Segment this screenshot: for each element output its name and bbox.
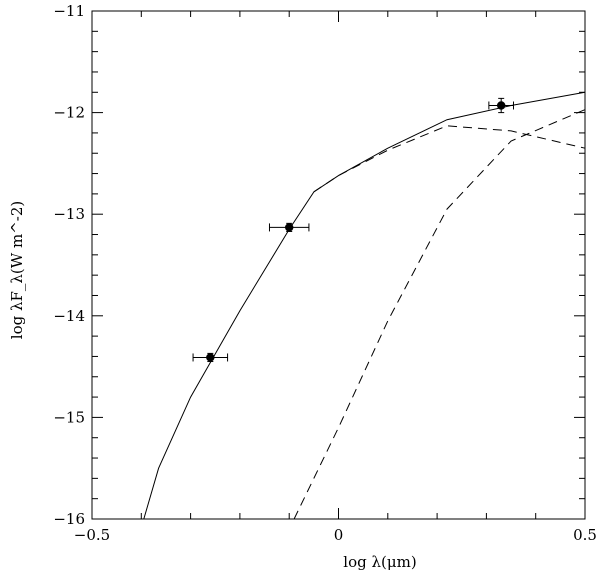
y-tick-label: −11 <box>53 2 85 20</box>
plot-frame <box>91 10 586 520</box>
data-point <box>285 223 294 232</box>
x-tick-label: 0.5 <box>573 526 597 544</box>
dashed-series-line-2 <box>293 109 586 520</box>
y-tick-label: −13 <box>53 205 85 223</box>
y-axis-label: log λF_λ(W m^-2) <box>8 201 26 339</box>
y-tick-label: −14 <box>53 307 85 325</box>
solid-series-line <box>143 91 586 520</box>
axis-ticks <box>91 10 586 520</box>
y-tick-label: −12 <box>53 104 85 122</box>
data-point <box>496 101 506 110</box>
x-tick-labels: −0.5 0 0.5 <box>74 526 597 544</box>
x-tick-label: 0 <box>334 526 344 544</box>
y-tick-label: −15 <box>53 408 85 426</box>
dashed-series-line-1 <box>313 125 586 193</box>
series-group <box>143 91 586 520</box>
x-axis-label: log λ(μm) <box>343 553 416 571</box>
x-tick-label: −0.5 <box>74 526 110 544</box>
data-point <box>206 353 215 362</box>
data-points <box>192 97 515 363</box>
y-tick-label: −16 <box>53 510 85 528</box>
y-tick-labels: −16 −15 −14 −13 −12 −11 <box>53 2 85 528</box>
